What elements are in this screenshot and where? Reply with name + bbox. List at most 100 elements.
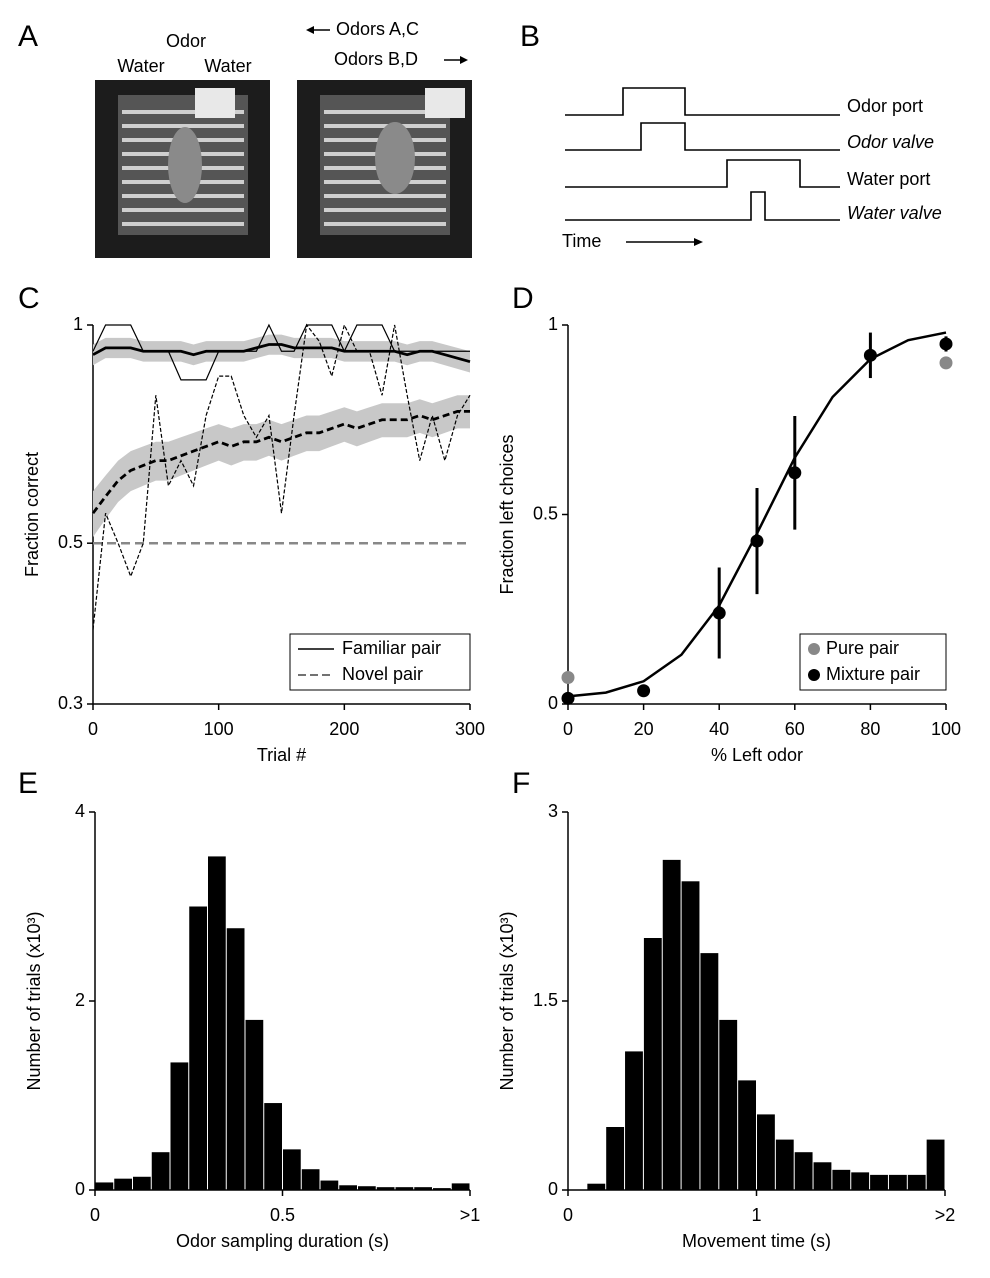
bar bbox=[813, 1162, 832, 1190]
arrow-head bbox=[306, 26, 314, 34]
label: Odors B,D bbox=[334, 49, 418, 69]
bar bbox=[301, 1169, 320, 1190]
y-tick-label: 3 bbox=[548, 801, 558, 821]
arrow-head bbox=[694, 238, 703, 246]
y-tick-label: 0.5 bbox=[533, 503, 558, 523]
bar bbox=[926, 1139, 945, 1190]
bar bbox=[794, 1152, 813, 1190]
point bbox=[561, 670, 575, 684]
error-band bbox=[93, 334, 470, 373]
bar bbox=[870, 1174, 888, 1190]
x-tick-label: 80 bbox=[860, 719, 880, 739]
bar bbox=[643, 938, 662, 1190]
bar bbox=[681, 881, 700, 1190]
bar bbox=[395, 1187, 414, 1190]
bar bbox=[170, 1062, 189, 1190]
error-band bbox=[93, 395, 470, 537]
bar bbox=[832, 1169, 851, 1190]
legend bbox=[289, 633, 471, 691]
panel-label: D bbox=[512, 282, 534, 315]
y-tick-label: 0 bbox=[75, 1179, 85, 1199]
bar bbox=[625, 1051, 643, 1190]
bar bbox=[283, 1149, 301, 1190]
label: Water bbox=[117, 56, 164, 76]
bar bbox=[95, 1182, 114, 1190]
label: Water bbox=[204, 56, 251, 76]
bar bbox=[662, 859, 681, 1190]
x-tick-label: 100 bbox=[931, 719, 961, 739]
x-axis-label: % Left odor bbox=[711, 745, 803, 765]
label: Odor bbox=[166, 31, 206, 51]
panel-label: F bbox=[512, 767, 530, 800]
x-tick-label: 100 bbox=[204, 719, 234, 739]
y-axis-label: Fraction correct bbox=[22, 452, 42, 577]
photo bbox=[297, 80, 472, 258]
bar bbox=[114, 1178, 132, 1190]
y-tick-label: 0.3 bbox=[58, 693, 83, 713]
legend-label: Pure pair bbox=[826, 638, 899, 658]
panel-label: C bbox=[18, 282, 40, 315]
y-tick-label: 2 bbox=[75, 990, 85, 1010]
bar bbox=[208, 856, 226, 1190]
y-tick-label: 0 bbox=[548, 1179, 558, 1199]
y-tick-label: 0.5 bbox=[58, 532, 83, 552]
y-tick-label: 1.5 bbox=[533, 990, 558, 1010]
bar bbox=[606, 1127, 625, 1190]
x-axis-label: Trial # bbox=[257, 745, 306, 765]
bar bbox=[133, 1176, 151, 1190]
arrow-head bbox=[460, 56, 468, 64]
point bbox=[637, 684, 651, 698]
line bbox=[92, 343, 471, 364]
bar bbox=[226, 928, 245, 1190]
x-tick-label: >1 bbox=[460, 1205, 481, 1225]
line bbox=[92, 323, 471, 630]
point bbox=[939, 356, 953, 370]
x-tick-label: 0 bbox=[90, 1205, 100, 1225]
bar bbox=[851, 1172, 870, 1190]
y-tick-label: 4 bbox=[75, 801, 85, 821]
legend-label: Mixture pair bbox=[826, 664, 920, 684]
panel-label: B bbox=[520, 20, 540, 53]
legend-label: Novel pair bbox=[342, 664, 423, 684]
bar bbox=[151, 1152, 170, 1190]
bar bbox=[264, 1103, 282, 1190]
legend-swatch bbox=[808, 669, 820, 681]
trace-label: Water valve bbox=[847, 203, 942, 223]
bar bbox=[358, 1186, 376, 1190]
x-tick-label: >2 bbox=[935, 1205, 956, 1225]
point bbox=[863, 348, 877, 362]
legend-label: Familiar pair bbox=[342, 638, 441, 658]
bar bbox=[245, 1019, 264, 1190]
timing-trace bbox=[565, 87, 840, 221]
x-tick-label: 0 bbox=[563, 719, 573, 739]
bar bbox=[757, 1114, 775, 1190]
x-tick-label: 0 bbox=[563, 1205, 573, 1225]
bar bbox=[738, 1080, 756, 1190]
trace-label: Water port bbox=[847, 169, 930, 189]
point bbox=[788, 466, 802, 480]
x-tick-label: 300 bbox=[455, 719, 485, 739]
y-tick-label: 1 bbox=[73, 314, 83, 334]
bar bbox=[320, 1180, 339, 1190]
x-tick-label: 1 bbox=[751, 1205, 761, 1225]
photo bbox=[95, 80, 270, 258]
bar bbox=[376, 1187, 395, 1190]
bar bbox=[414, 1187, 432, 1190]
bar bbox=[700, 953, 719, 1190]
point bbox=[561, 691, 575, 705]
legend bbox=[799, 633, 947, 691]
line bbox=[91, 409, 470, 515]
panel-label: E bbox=[18, 767, 38, 800]
point bbox=[939, 337, 953, 351]
label: Odors A,C bbox=[336, 19, 419, 39]
bar bbox=[339, 1185, 357, 1190]
x-axis-label: Movement time (s) bbox=[682, 1231, 831, 1251]
x-axis-label: Odor sampling duration (s) bbox=[176, 1231, 389, 1251]
x-tick-label: 40 bbox=[709, 719, 729, 739]
trace-label: Odor port bbox=[847, 96, 923, 116]
x-tick-label: 0.5 bbox=[270, 1205, 295, 1225]
bar bbox=[189, 906, 207, 1190]
time-label: Time bbox=[562, 231, 601, 251]
bar bbox=[888, 1174, 907, 1190]
